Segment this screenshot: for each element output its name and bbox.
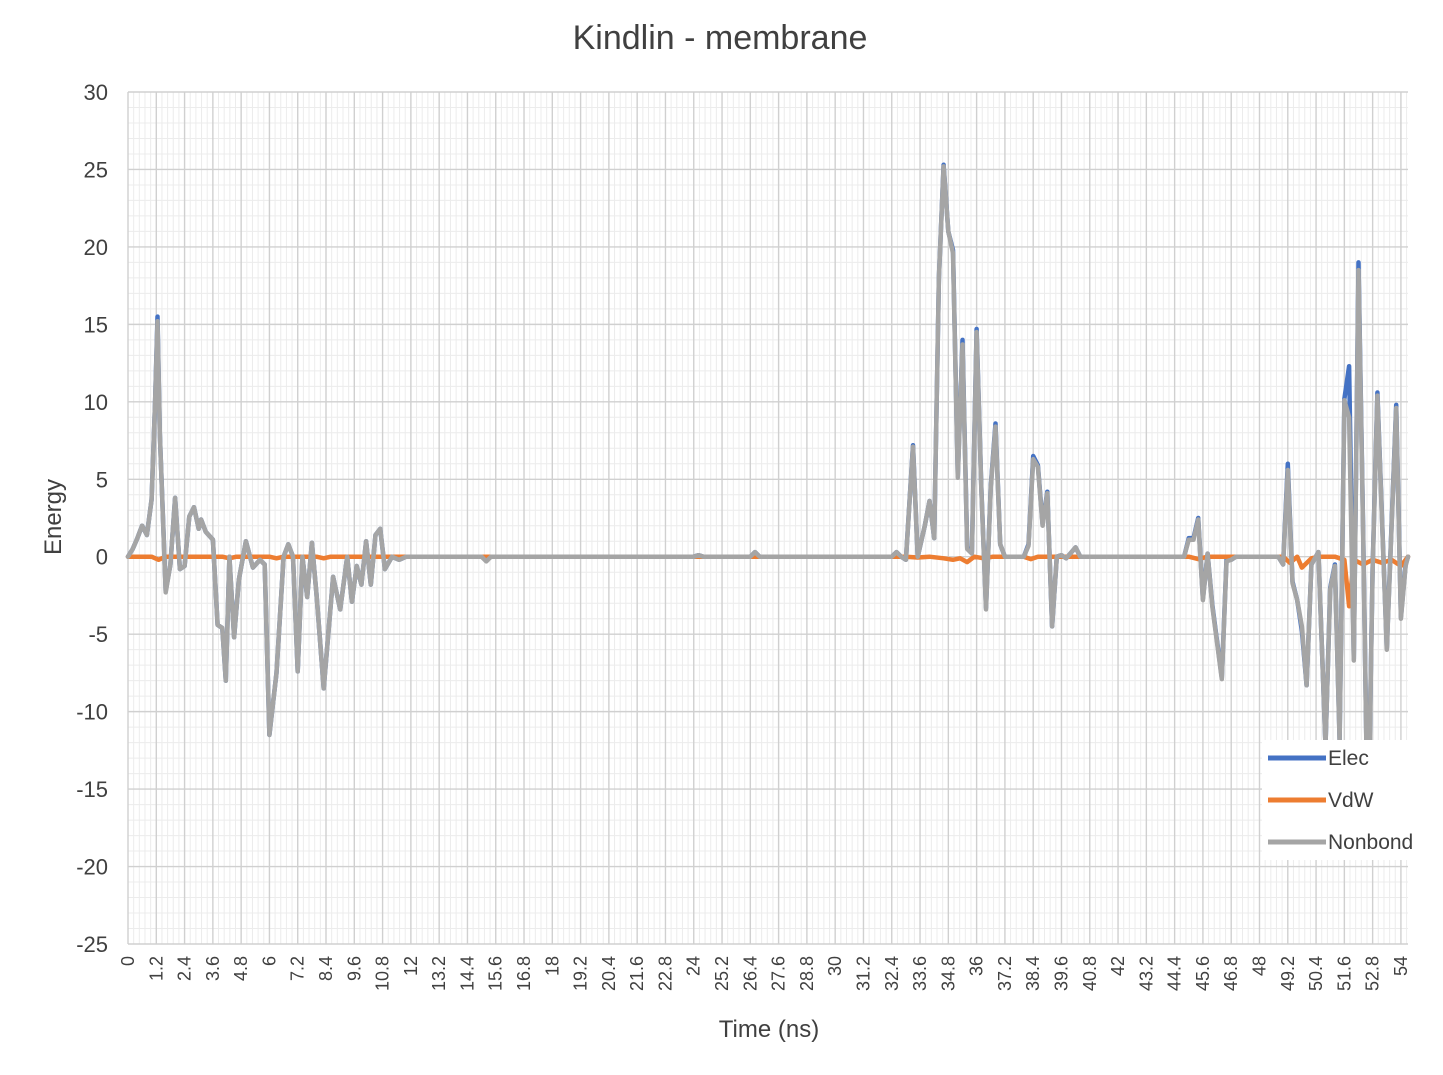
x-tick-label: 15.6 bbox=[486, 956, 506, 991]
x-tick-label: 0 bbox=[118, 956, 138, 966]
x-tick-label: 32.4 bbox=[882, 956, 902, 991]
x-tick-label: 10.8 bbox=[373, 956, 393, 991]
x-tick-label: 39.6 bbox=[1051, 956, 1071, 991]
legend-label-elec: Elec bbox=[1328, 747, 1369, 770]
legend-label-vdw: VdW bbox=[1328, 789, 1374, 812]
y-tick-label: 15 bbox=[84, 312, 108, 337]
x-tick-label: 7.2 bbox=[288, 956, 308, 981]
series-line-nonbond bbox=[125, 164, 1411, 848]
y-tick-label: -15 bbox=[76, 777, 108, 802]
x-tick-label: 27.6 bbox=[769, 956, 789, 991]
x-tick-label: 42 bbox=[1108, 956, 1128, 976]
x-tick-label: 21.6 bbox=[627, 956, 647, 991]
x-tick-label: 2.4 bbox=[175, 956, 195, 981]
y-axis-title: Energy bbox=[40, 479, 67, 555]
x-tick-label: 38.4 bbox=[1023, 956, 1043, 991]
y-tick-label: -25 bbox=[76, 932, 108, 957]
x-tick-label: 12 bbox=[401, 956, 421, 976]
x-tick-labels: 0 1.2 2.4 3.6 4.8 6 7.2 8.4 9.6 10.8 12 13.2 14.4 15.… bbox=[118, 956, 1411, 991]
x-tick-label: 28.8 bbox=[797, 956, 817, 991]
y-tick-label: 10 bbox=[84, 390, 108, 415]
y-tick-label: 20 bbox=[84, 235, 108, 260]
x-tick-label: 22.8 bbox=[655, 956, 675, 991]
x-axis-title: Time (ns) bbox=[719, 1016, 819, 1043]
x-tick-label: 18 bbox=[542, 956, 562, 976]
y-tick-label: 5 bbox=[96, 467, 108, 492]
x-tick-label: 49.2 bbox=[1278, 956, 1298, 991]
legend-label-nonbond: Nonbond bbox=[1328, 831, 1413, 854]
y-tick-label: -10 bbox=[76, 700, 108, 725]
x-tick-label: 34.8 bbox=[938, 956, 958, 991]
y-tick-label: 25 bbox=[84, 157, 108, 182]
x-tick-label: 46.8 bbox=[1221, 956, 1241, 991]
x-tick-label: 30 bbox=[825, 956, 845, 976]
x-tick-label: 36 bbox=[967, 956, 987, 976]
x-tick-label: 19.2 bbox=[571, 956, 591, 991]
x-tick-label: 33.6 bbox=[910, 956, 930, 991]
x-tick-label: 3.6 bbox=[203, 956, 223, 981]
x-tick-label: 13.2 bbox=[429, 956, 449, 991]
x-tick-label: 16.8 bbox=[514, 956, 534, 991]
x-tick-label: 54 bbox=[1391, 956, 1411, 976]
x-tick-label: 26.4 bbox=[740, 956, 760, 991]
x-tick-label: 52.8 bbox=[1363, 956, 1383, 991]
x-tick-label: 48 bbox=[1249, 956, 1269, 976]
x-tick-label: 40.8 bbox=[1080, 956, 1100, 991]
x-tick-label: 8.4 bbox=[316, 956, 336, 981]
chart-title: Kindlin - membrane bbox=[573, 19, 868, 57]
x-tick-label: 24 bbox=[684, 956, 704, 976]
x-tick-label: 6 bbox=[259, 956, 279, 966]
series-lines bbox=[125, 162, 1411, 848]
legend: Elec VdW Nonbond bbox=[1262, 740, 1432, 860]
x-tick-label: 31.2 bbox=[853, 956, 873, 991]
x-tick-label: 1.2 bbox=[146, 956, 166, 981]
x-tick-label: 25.2 bbox=[712, 956, 732, 991]
x-tick-label: 37.2 bbox=[995, 956, 1015, 991]
x-tick-label: 51.6 bbox=[1334, 956, 1354, 991]
x-tick-label: 4.8 bbox=[231, 956, 251, 981]
y-tick-labels: 30 25 20 15 10 5 0 -5 -10 -15 -20 -25 bbox=[76, 80, 108, 957]
x-tick-label: 44.4 bbox=[1165, 956, 1185, 991]
x-tick-label: 45.6 bbox=[1193, 956, 1213, 991]
y-tick-label: 0 bbox=[96, 545, 108, 570]
y-tick-label: -20 bbox=[76, 855, 108, 880]
x-tick-label: 50.4 bbox=[1306, 956, 1326, 991]
y-tick-label: -5 bbox=[88, 622, 108, 647]
x-tick-label: 20.4 bbox=[599, 956, 619, 991]
x-tick-label: 14.4 bbox=[457, 956, 477, 991]
x-tick-label: 9.6 bbox=[344, 956, 364, 981]
x-tick-label: 43.2 bbox=[1136, 956, 1156, 991]
y-tick-label: 30 bbox=[84, 80, 108, 105]
